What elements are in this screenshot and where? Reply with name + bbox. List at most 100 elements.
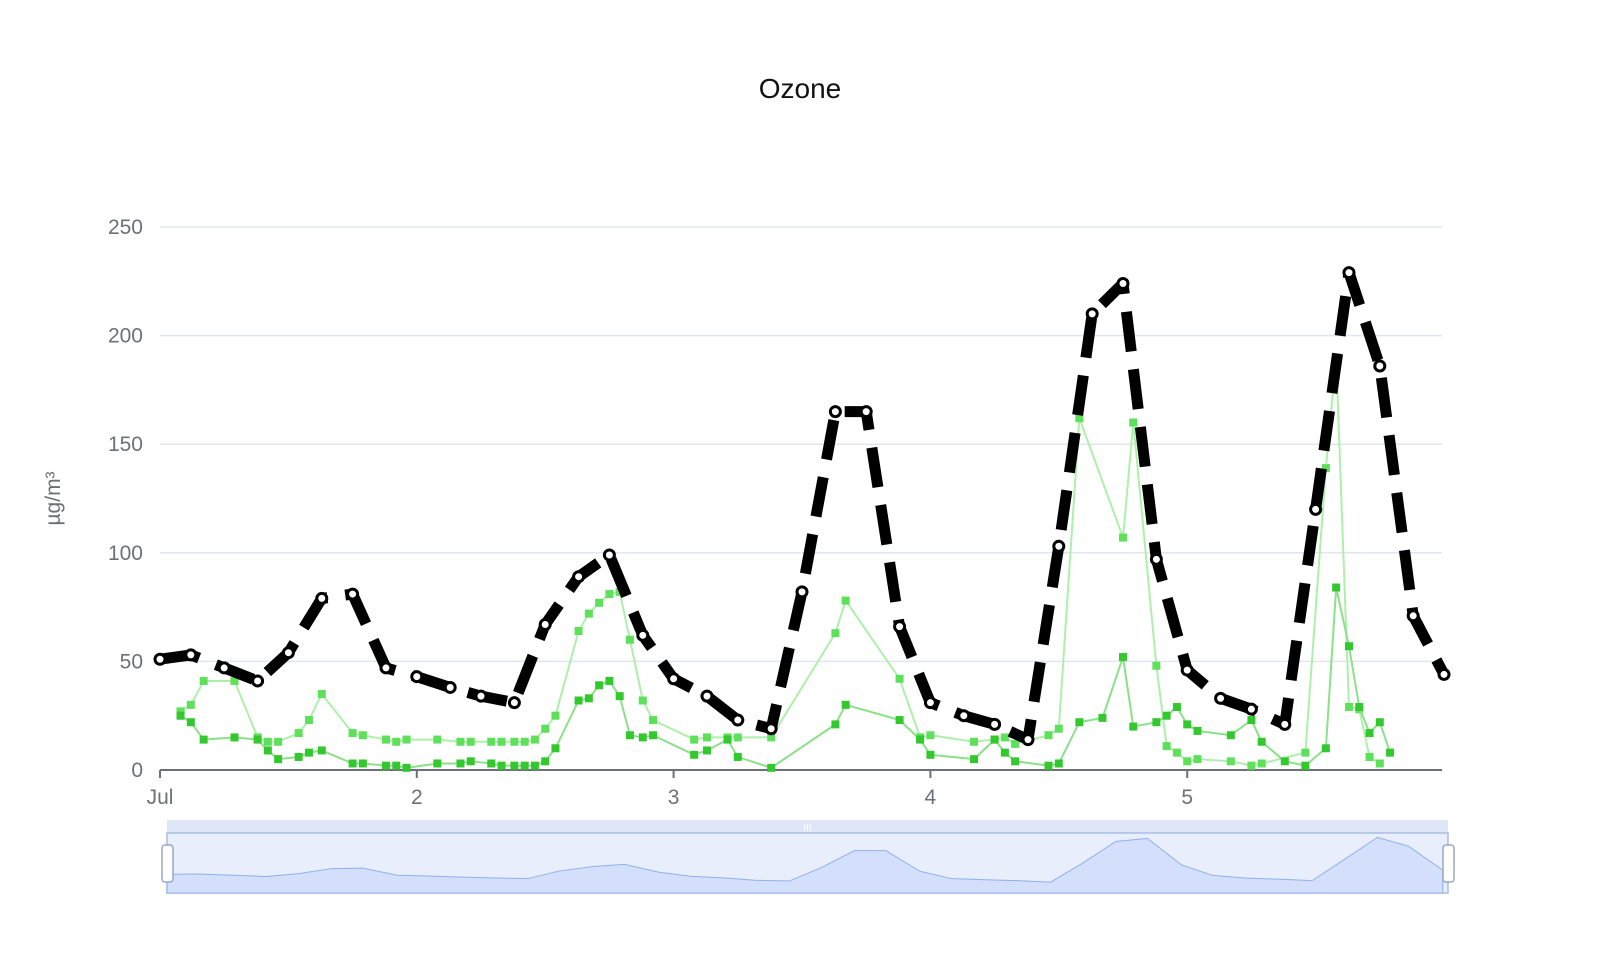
series-dark-point <box>690 750 699 759</box>
chart-title: Ozone <box>759 73 842 104</box>
series-dark-point <box>733 752 742 761</box>
series-dark-point <box>520 761 529 770</box>
y-tick-label: 250 <box>108 216 143 239</box>
series-light-point <box>1044 731 1053 740</box>
series-dark-point <box>274 755 283 764</box>
series-main-point <box>1278 717 1292 731</box>
series-light-point <box>1257 759 1266 768</box>
series-light-point <box>690 735 699 744</box>
series-main-point <box>1244 702 1258 716</box>
series-main-point <box>346 587 360 601</box>
series-dark-point <box>1044 761 1053 770</box>
series-light-point <box>895 674 904 683</box>
series-dark-point <box>199 735 208 744</box>
series-light-point <box>574 626 583 635</box>
series-dark-point <box>176 711 185 720</box>
series-main-point <box>795 585 809 599</box>
series-dark-point <box>1162 711 1171 720</box>
series-light-point <box>1054 724 1063 733</box>
series-dark-point <box>625 731 634 740</box>
series-dark-point <box>1332 583 1341 592</box>
series-dark-point <box>317 746 326 755</box>
series-dark-point <box>392 761 401 770</box>
y-axis-label: µg/m³ <box>42 471 65 525</box>
series-dark-point <box>584 694 593 703</box>
series-dark-point <box>186 718 195 727</box>
series-light-point <box>605 590 614 599</box>
series-dark-point <box>456 759 465 768</box>
series-dark-point <box>649 731 658 740</box>
zoom-slider[interactable]: III <box>161 820 1455 894</box>
series-main-point <box>507 696 521 710</box>
series-light-point <box>1321 464 1330 473</box>
series-main-point <box>828 405 842 419</box>
series-light-point <box>381 735 390 744</box>
series-main-point <box>1342 266 1356 280</box>
series-dark-point <box>574 696 583 705</box>
series-light-point <box>274 737 283 746</box>
series-light-point <box>186 700 195 709</box>
series-light-point <box>402 735 411 744</box>
series-dark-point <box>263 746 272 755</box>
series-light-point <box>487 737 496 746</box>
series-dark-point <box>1365 729 1374 738</box>
series-light-point <box>551 711 560 720</box>
series-main-point <box>988 717 1002 731</box>
series-dark-point <box>497 761 506 770</box>
series-dark-point <box>1075 718 1084 727</box>
series-dark-line <box>180 586 1392 769</box>
series-dark-point <box>1226 731 1235 740</box>
series-dark-point <box>767 763 776 772</box>
series-dark-point <box>1000 748 1009 757</box>
series-dark-point <box>702 746 711 755</box>
series-main-point <box>1085 307 1099 321</box>
series-dark-point <box>1054 759 1063 768</box>
series-light-point <box>1011 739 1020 748</box>
series-light-point <box>841 596 850 605</box>
series-dark-point <box>433 759 442 768</box>
series-main-point <box>1214 691 1228 705</box>
series-main-point <box>315 591 329 605</box>
series-light-point <box>970 737 979 746</box>
series-light-point <box>584 609 593 618</box>
series-light-point <box>176 707 185 716</box>
series-main-point <box>1149 552 1163 566</box>
series-dark-point <box>551 744 560 753</box>
zoom-handle-left[interactable] <box>161 844 174 883</box>
series-dark-point <box>1321 744 1330 753</box>
series-light-point <box>1129 418 1138 427</box>
series-dark-point <box>1119 653 1127 662</box>
series-dark-point <box>541 757 550 766</box>
x-tick-label: Jul <box>147 786 174 809</box>
series-light-point <box>530 735 539 744</box>
series-light-point <box>926 731 935 740</box>
series-dark-point <box>595 681 604 690</box>
zoom-slider-move-glyph: III <box>803 823 811 834</box>
series-dark-point <box>530 761 539 770</box>
series-dark-point <box>1344 642 1353 651</box>
series-dark-point <box>348 759 357 768</box>
series-main-point <box>1021 733 1035 747</box>
series-light-point <box>348 729 357 738</box>
zoom-handle-right[interactable] <box>1442 844 1455 883</box>
series-dark-point <box>1355 703 1364 712</box>
series-light-point <box>733 733 742 742</box>
series-main-point <box>1180 663 1194 677</box>
series-dark-point <box>1247 716 1256 725</box>
series-dark-point <box>615 692 624 701</box>
series-light-point <box>230 676 239 685</box>
series-light-point <box>1152 661 1161 670</box>
series-dark-point <box>1280 757 1289 766</box>
series-dark-point <box>358 759 367 768</box>
series-main-point <box>410 670 424 684</box>
y-tick-label: 200 <box>108 325 143 348</box>
series-dark-point <box>1152 718 1161 727</box>
series-dark-point <box>638 733 647 742</box>
series-main-point <box>1437 667 1451 681</box>
series-dark-point <box>1011 757 1020 766</box>
series-main-point <box>538 617 552 631</box>
series-main-point <box>923 696 937 710</box>
y-tick-label: 150 <box>108 433 143 456</box>
zoom-slider-preview <box>166 836 1444 894</box>
